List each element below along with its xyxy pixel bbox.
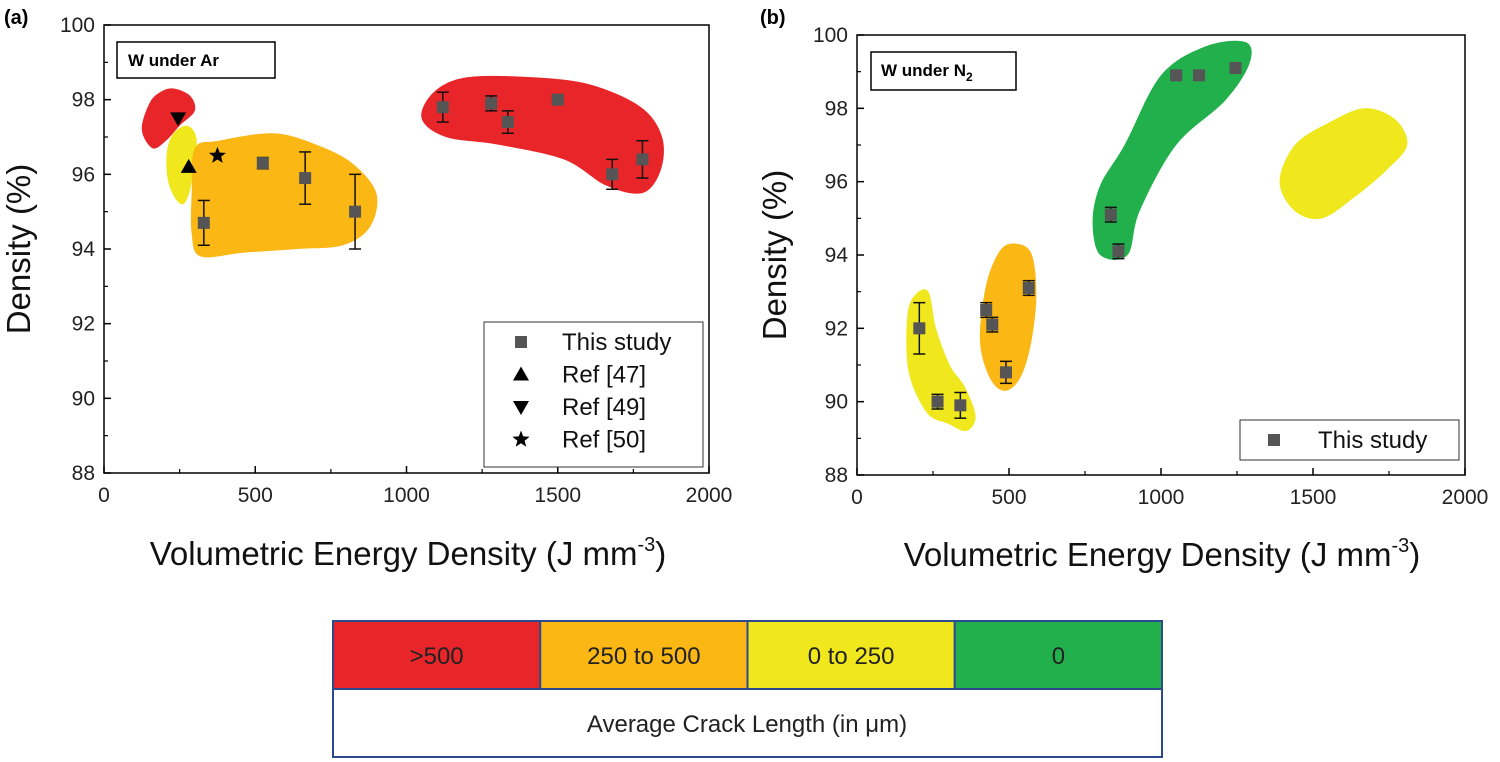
panel-a-annotation: W under Ar — [128, 51, 219, 70]
crack-region-orange — [190, 133, 378, 258]
panel-a-legend: This study Ref [47] Ref [49] Ref [50] — [483, 321, 704, 468]
data-point — [636, 153, 649, 166]
y-tick-label: 100 — [60, 14, 95, 37]
crack-region-red — [141, 88, 196, 149]
legend-entry: Ref [49] — [562, 394, 646, 421]
data-point — [954, 399, 967, 412]
data-point — [485, 97, 498, 110]
x-tick-label: 1000 — [1138, 486, 1185, 509]
x-tick-label: 1500 — [534, 484, 581, 507]
y-tick-label: 94 — [72, 238, 96, 261]
crack-legend-label: 250 to 500 — [587, 643, 700, 670]
y-tick-label: 92 — [825, 317, 848, 340]
crack-region-yellow — [166, 125, 197, 205]
y-tick-label: 94 — [825, 244, 849, 267]
data-point — [256, 157, 269, 170]
x-tick-label: 2000 — [1442, 486, 1489, 509]
y-tick-label: 96 — [72, 163, 95, 186]
y-tick-label: 88 — [825, 464, 848, 487]
y-tick-label: 96 — [825, 171, 848, 194]
crack-region-orange — [979, 243, 1037, 391]
x-tick-label: 500 — [991, 486, 1026, 509]
panel-b-chart: (b) 0 500 1000 1500 2000 88 90 92 94 96 98 100 W un… — [756, 7, 1488, 573]
panel-b-annotation: W under N2 — [881, 61, 973, 84]
data-point — [170, 112, 187, 127]
panel-a-data-points — [170, 91, 649, 250]
legend-marker — [513, 366, 529, 381]
data-point — [1104, 208, 1117, 221]
legend-marker — [515, 336, 527, 348]
data-point — [980, 304, 993, 316]
panel-a-crack-regions — [141, 75, 664, 258]
x-tick-label: 0 — [98, 484, 110, 507]
y-tick-label: 90 — [825, 391, 848, 414]
panel-b-annotation-box: W under N2 — [870, 51, 1017, 91]
crack-legend-label: 0 to 250 — [808, 643, 895, 670]
data-point — [986, 318, 999, 331]
data-point — [1229, 62, 1242, 74]
y-tick-label: 98 — [825, 97, 848, 120]
panel-b-axes: 0 500 1000 1500 2000 88 90 92 94 96 98 100 — [813, 24, 1488, 509]
crack-region-green — [1092, 40, 1252, 260]
crack-legend-swatch-green — [953, 620, 1163, 690]
panel-b-label: (b) — [760, 7, 786, 29]
legend-entry: This study — [562, 329, 671, 356]
legend-entry: This study — [1318, 427, 1427, 454]
crack-legend-label: >500 — [410, 643, 464, 670]
panel-a-x-axis-label: Volumetric Energy Density (J mm-3) — [150, 534, 667, 572]
legend-marker — [513, 401, 529, 415]
crack-legend-title-cell — [332, 688, 1163, 758]
crack-region-yellow — [1279, 108, 1408, 220]
y-tick-label: 92 — [72, 313, 95, 336]
data-point — [349, 205, 362, 218]
crack-legend-swatch-red — [332, 620, 542, 690]
panel-b-x-axis-label: Volumetric Energy Density (J mm-3) — [904, 535, 1421, 573]
x-tick-label: 0 — [851, 486, 863, 509]
data-point — [299, 172, 312, 185]
data-point — [436, 101, 449, 114]
data-point — [501, 116, 514, 129]
panel-a-axes: 0 500 1000 1500 2000 88 90 92 94 96 98 100 — [60, 14, 732, 507]
x-tick-label: 2000 — [686, 484, 733, 507]
y-tick-label: 98 — [72, 89, 95, 112]
y-tick-label: 100 — [813, 24, 848, 47]
legend-entry: Ref [50] — [562, 427, 646, 454]
crack-legend-swatch-yellow — [746, 620, 956, 690]
data-point — [180, 158, 197, 173]
x-tick-label: 500 — [238, 484, 273, 507]
data-point — [999, 366, 1012, 379]
x-tick-label: 1500 — [1290, 486, 1337, 509]
data-point — [606, 168, 619, 181]
panel-a-annotation-box: W under Ar — [116, 41, 276, 79]
y-tick-label: 90 — [72, 387, 95, 410]
x-tick-label: 1000 — [383, 484, 430, 507]
y-tick-label: 88 — [72, 462, 95, 485]
legend-marker — [512, 430, 530, 447]
panel-a-chart: (a) 0 500 1000 1500 2000 88 90 92 94 96 98 100 W un… — [0, 7, 732, 572]
crack-legend-label: 0 — [1052, 643, 1065, 670]
panel-b-data-points — [913, 62, 1242, 419]
legend-entry: Ref [47] — [562, 362, 646, 389]
panel-b-crack-regions — [906, 40, 1408, 432]
data-point — [1193, 69, 1205, 82]
data-point — [551, 93, 564, 106]
crack-legend-title: Average Crack Length (in μm) — [587, 711, 907, 738]
data-point — [913, 322, 926, 335]
data-point — [1112, 245, 1125, 258]
data-point — [197, 216, 210, 229]
crack-length-legend: >500 250 to 500 0 to 250 0 Average Crack Le… — [332, 620, 1163, 758]
panel-b-y-axis-label: Density (%) — [756, 170, 793, 341]
data-point — [208, 146, 226, 163]
crack-region-red — [421, 75, 664, 194]
data-point — [931, 395, 944, 408]
legend-marker — [1268, 434, 1280, 446]
data-point — [1170, 69, 1183, 82]
panel-a-label: (a) — [4, 7, 28, 29]
panel-a-y-axis-label: Density (%) — [0, 164, 37, 335]
panel-b-legend: This study — [1239, 419, 1460, 461]
data-point — [1022, 282, 1035, 294]
